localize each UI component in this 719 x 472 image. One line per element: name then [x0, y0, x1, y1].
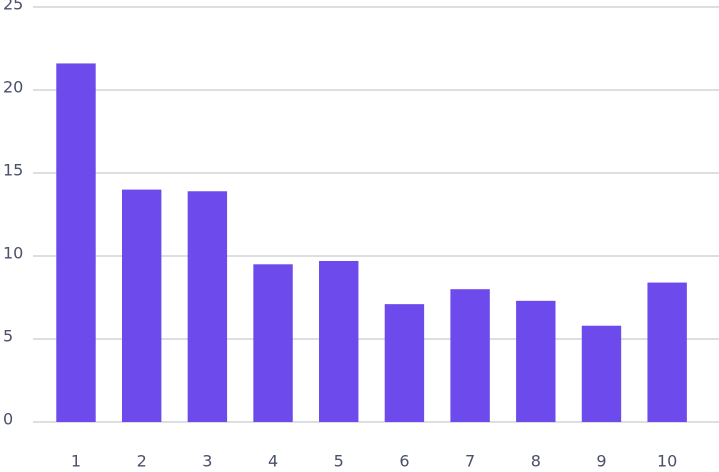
x-tick-label: 7: [465, 452, 475, 471]
y-tick-label: 0: [3, 410, 13, 429]
x-tick-label: 3: [202, 452, 212, 471]
x-tick-label: 1: [71, 452, 81, 471]
x-tick-label: 9: [596, 452, 606, 471]
bar: [121, 189, 162, 422]
bar: [450, 289, 490, 422]
x-tick-label: 6: [399, 452, 409, 471]
bar: [187, 191, 228, 422]
bar: [516, 300, 556, 422]
y-tick-label: 5: [3, 327, 13, 346]
bar: [319, 260, 359, 422]
x-tick-label: 10: [657, 452, 677, 471]
y-tick-label: 15: [3, 161, 23, 180]
bar: [647, 282, 687, 422]
y-tick-label: 25: [3, 0, 23, 14]
bar: [56, 63, 96, 422]
y-tick-label: 10: [3, 244, 23, 263]
x-tick-label: 5: [334, 452, 344, 471]
bar: [253, 264, 293, 422]
x-tick-label: 8: [531, 452, 541, 471]
y-tick-label: 20: [3, 78, 23, 97]
x-tick-label: 2: [137, 452, 147, 471]
bar: [384, 304, 425, 422]
bar: [581, 325, 622, 422]
x-tick-label: 4: [268, 452, 278, 471]
